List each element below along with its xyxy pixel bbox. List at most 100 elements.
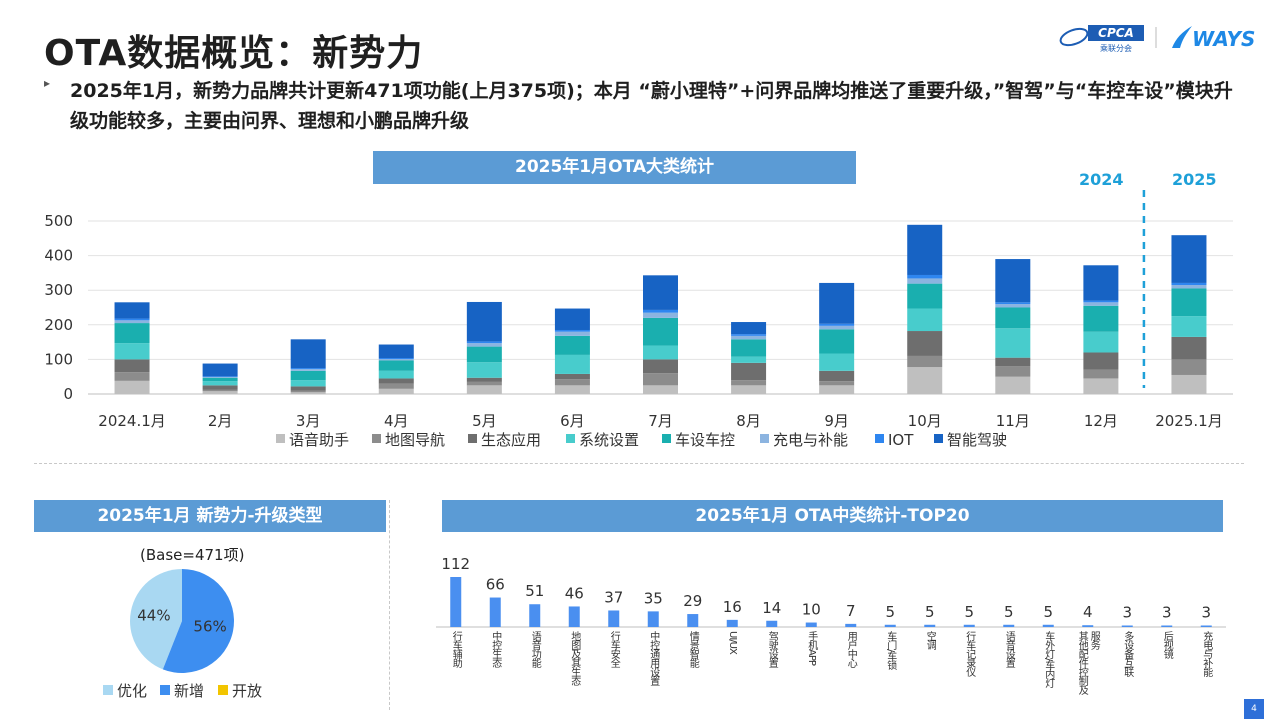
top20-subcategory-chart: 112行车辅助66中控生态51语音功能46地图及其生态37行车安全35中控通用设… [436, 555, 1226, 696]
legend-label: 地图导航 [385, 431, 445, 449]
bar [568, 606, 580, 627]
bar-segment [819, 282, 855, 324]
cpca-logo-subtext: 乘联分会 [1100, 43, 1132, 53]
bar-segment [1083, 302, 1119, 306]
bar-segment [466, 362, 502, 378]
bar-segment [995, 307, 1031, 329]
bar [687, 614, 699, 627]
y-tick-label: 400 [44, 247, 73, 265]
bar-segment [1171, 285, 1207, 289]
bar-segment [819, 325, 855, 330]
bar-segment [995, 302, 1031, 305]
top20-chart-banner: 2025年1月 OTA中类统计-TOP20 [442, 500, 1223, 532]
bar-segment [907, 308, 943, 332]
bar [1003, 624, 1015, 627]
x-tick-label: 其他配件控制及 [1076, 631, 1088, 696]
data-label: 66 [486, 576, 505, 594]
data-label: 3 [1162, 604, 1172, 622]
bar-segment [554, 329, 590, 332]
bar-segment [202, 389, 238, 392]
bar [924, 624, 936, 627]
legend-swatch [468, 434, 477, 443]
bar-segment [731, 362, 767, 381]
bar-segment [290, 370, 326, 381]
y-tick-label: 100 [44, 350, 73, 368]
bar-segment [290, 390, 326, 393]
bar-segment [554, 308, 590, 330]
legend-swatch [662, 434, 671, 443]
legend-swatch [160, 685, 170, 695]
x-tick-label: 手机APP [806, 630, 818, 666]
legend-label: 优化 [117, 682, 147, 700]
pie-slice-label: 44% [137, 607, 170, 625]
bar-segment [731, 335, 767, 340]
bar-segment [202, 381, 238, 386]
legend-label: 充电与补能 [773, 431, 848, 449]
bar [845, 623, 857, 627]
data-label: 35 [644, 589, 663, 607]
data-label: 112 [441, 555, 470, 573]
bar-segment [643, 312, 678, 318]
bar-segment [1083, 378, 1119, 394]
section-divider [34, 463, 1244, 464]
data-label: 16 [723, 598, 742, 616]
x-tick-label: 中控通用设置 [648, 630, 660, 686]
bar-segment [995, 304, 1031, 308]
bar-segment [731, 385, 767, 394]
x-tick-label: 8月 [736, 412, 761, 430]
data-label: 5 [885, 603, 895, 621]
bar-segment [202, 377, 238, 382]
bar-segment [819, 323, 855, 326]
bar [1121, 625, 1133, 627]
data-label: 3 [1122, 604, 1132, 622]
bar-segment [1171, 316, 1207, 337]
bar [726, 619, 738, 627]
data-label: 5 [925, 603, 935, 621]
page-number: 4 [1244, 699, 1264, 719]
legend-swatch [276, 434, 285, 443]
bar-segment [995, 259, 1031, 303]
bar-segment [554, 373, 590, 380]
ways-logo-text: WAYS [1192, 27, 1255, 51]
x-tick-label: 行车辅助 [450, 630, 462, 669]
data-label: 29 [683, 592, 702, 610]
bar-segment [378, 359, 414, 361]
bar [884, 624, 896, 627]
upgrade-type-pie-chart: 44% 56% 优化 新增 开放 [103, 569, 262, 700]
bar-segment [466, 341, 502, 344]
bar-segment [290, 368, 326, 370]
bar-segment [643, 345, 678, 360]
bar-segment [1083, 265, 1119, 301]
x-tick-label: UI/UX [727, 631, 738, 655]
bar-segment [907, 367, 943, 394]
x-tick-label: 服务 [1088, 631, 1100, 651]
bar [450, 577, 462, 627]
x-tick-label: 车外灯/车内灯 [1043, 630, 1055, 689]
x-tick-label: 10月 [908, 412, 942, 430]
bar-segment [202, 376, 238, 378]
bar-segment [1083, 369, 1119, 379]
bar [1082, 625, 1094, 627]
x-tick-label: 语音功能 [529, 631, 541, 669]
bar-segment [819, 381, 855, 386]
data-label: 51 [525, 582, 544, 600]
pie-base-label: (Base=471项) [140, 546, 245, 564]
y-tick-label: 500 [44, 212, 73, 230]
x-tick-label: 行车安全 [608, 630, 620, 668]
x-tick-label: 驾驶设置 [766, 631, 778, 668]
bar-segment [731, 322, 767, 335]
data-label: 37 [604, 588, 623, 606]
bar-segment [554, 331, 590, 336]
ota-category-stacked-chart: 0 100 200 300 400 500 2024.1月 2月 3月 4月 5月 6月 7月 8月 9月 1… [44, 190, 1233, 449]
legend-label: IOT [888, 431, 914, 449]
bar-segment [1171, 282, 1207, 286]
bar-segment [907, 283, 943, 309]
bar [805, 622, 817, 627]
data-label: 4 [1083, 603, 1093, 621]
bar-segment [643, 309, 678, 313]
pie-chart-banner: 2025年1月 新势力-升级类型 [34, 500, 386, 532]
x-tick-label: 地图及其生态 [569, 630, 581, 686]
bar-segment [907, 274, 943, 279]
legend-label: 智能驾驶 [947, 431, 1007, 449]
bar-segment [731, 356, 767, 363]
